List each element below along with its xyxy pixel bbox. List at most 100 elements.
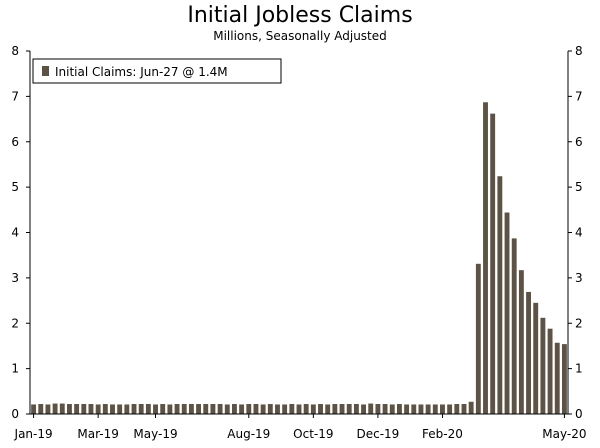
bar: [303, 404, 309, 414]
chart-title: Initial Jobless Claims: [187, 3, 413, 28]
bar: [440, 404, 445, 414]
bar: [174, 404, 180, 414]
y-tick-label-right: 5: [575, 180, 583, 194]
bar: [88, 404, 94, 414]
y-tick-label-right: 4: [575, 226, 583, 240]
bar: [275, 404, 280, 414]
bar: [81, 404, 87, 414]
bar: [368, 403, 374, 414]
bar: [117, 404, 123, 414]
x-tick-label: Mar-19: [77, 427, 118, 441]
y-tick-label: 0: [11, 407, 19, 421]
x-tick-label: May-20: [542, 427, 586, 441]
y-tick-label-right: 6: [575, 135, 583, 149]
x-tick-label: Oct-19: [293, 427, 333, 441]
bar: [153, 404, 158, 414]
bar: [411, 404, 417, 414]
bar: [110, 404, 115, 414]
x-tick-label: Dec-19: [356, 427, 399, 441]
bar: [253, 404, 259, 414]
bar: [224, 404, 230, 414]
bar: [332, 404, 338, 414]
bar: [246, 404, 252, 414]
bar: [181, 404, 187, 414]
bar: [196, 404, 202, 414]
bar: [145, 404, 151, 414]
bar: [138, 404, 144, 414]
bar: [124, 404, 130, 414]
y-tick-label-right: 3: [575, 271, 583, 285]
bar: [425, 404, 431, 414]
bar: [74, 404, 80, 414]
bar: [483, 102, 488, 415]
legend-box: [32, 58, 282, 84]
y-tick-label: 4: [11, 226, 19, 240]
bar: [167, 404, 173, 414]
bar: [475, 263, 481, 414]
bar: [296, 404, 302, 414]
bar: [432, 404, 438, 414]
bar: [239, 404, 245, 414]
bar: [389, 404, 395, 414]
bar: [267, 404, 273, 414]
y-tick-label-right: 1: [575, 362, 583, 376]
bar: [260, 404, 266, 414]
bar: [160, 404, 166, 414]
y-tick-label: 7: [11, 89, 19, 103]
bar: [67, 404, 72, 414]
bar: [339, 404, 345, 414]
bar: [289, 404, 295, 414]
y-tick-label-right: 7: [575, 89, 583, 103]
bar: [318, 404, 323, 414]
y-tick-label: 3: [11, 271, 19, 285]
bar: [59, 403, 65, 414]
bar: [468, 401, 474, 414]
bar: [232, 404, 237, 414]
bar: [52, 403, 58, 414]
bar: [31, 404, 37, 414]
bar: [461, 404, 467, 414]
x-tick-label: Feb-20: [422, 427, 463, 441]
bar: [375, 404, 381, 414]
bar: [447, 404, 453, 414]
bar: [131, 404, 137, 414]
bar: [353, 404, 359, 414]
y-tick-label-right: 0: [575, 407, 583, 421]
y-tick-label: 2: [11, 316, 19, 330]
bar: [547, 328, 553, 414]
bar: [511, 238, 517, 414]
legend-swatch: [42, 66, 49, 76]
y-tick-label: 1: [11, 362, 19, 376]
y-tick-label-right: 8: [575, 44, 583, 58]
bar: [497, 176, 503, 414]
bar: [396, 404, 402, 414]
bar: [38, 404, 44, 414]
bar: [217, 404, 223, 414]
bar: [404, 404, 410, 414]
bar: [203, 404, 209, 414]
bar: [346, 404, 352, 414]
bar: [554, 342, 560, 414]
bar: [102, 404, 108, 414]
bar: [454, 404, 460, 414]
chart-subtitle: Millions, Seasonally Adjusted: [213, 29, 387, 43]
legend: Initial Claims: Jun-27 @ 1.4M: [32, 58, 282, 84]
bar: [210, 404, 216, 414]
x-tick-label: Jan-19: [14, 427, 53, 441]
bar: [45, 404, 51, 414]
y-tick-label: 5: [11, 180, 19, 194]
bar: [325, 404, 331, 414]
bar: [561, 344, 567, 414]
x-tick-label: Aug-19: [227, 427, 270, 441]
bar: [361, 404, 366, 414]
bar: [282, 404, 288, 414]
bar: [533, 302, 539, 414]
bar: [310, 404, 316, 414]
y-tick-label: 8: [11, 44, 19, 58]
bar: [504, 212, 510, 414]
bar: [540, 317, 546, 414]
bar: [526, 291, 531, 414]
x-tick-label: May-19: [133, 427, 177, 441]
bar: [490, 113, 496, 415]
